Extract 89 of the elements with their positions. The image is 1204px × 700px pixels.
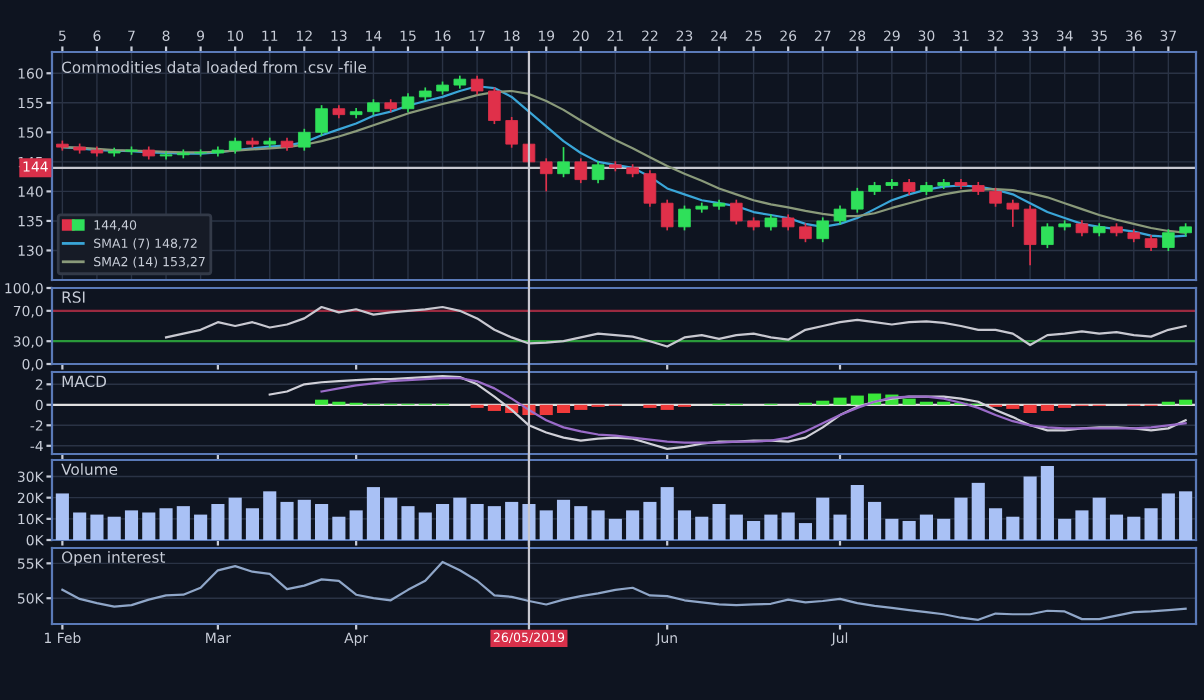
bar bbox=[211, 504, 225, 540]
bar bbox=[729, 514, 743, 540]
candlestick bbox=[470, 74, 484, 96]
bar bbox=[1127, 516, 1141, 540]
candlestick bbox=[989, 187, 1002, 208]
candlestick bbox=[833, 204, 847, 226]
candlestick bbox=[660, 198, 674, 232]
candlestick bbox=[1006, 198, 1020, 228]
candlestick bbox=[539, 157, 553, 193]
bar bbox=[107, 516, 121, 540]
candlestick bbox=[1041, 222, 1054, 249]
bar bbox=[453, 497, 467, 540]
bar bbox=[401, 506, 415, 540]
bar bbox=[902, 520, 916, 540]
bar bbox=[73, 512, 87, 540]
bar bbox=[626, 510, 640, 540]
bar bbox=[798, 523, 813, 540]
bar bbox=[263, 491, 277, 540]
candlestick bbox=[799, 222, 812, 244]
bar bbox=[1006, 516, 1020, 540]
bar bbox=[937, 518, 951, 540]
candlestick bbox=[851, 187, 864, 214]
bar bbox=[297, 499, 311, 540]
bar bbox=[176, 506, 190, 540]
candlestick bbox=[401, 92, 415, 114]
bar bbox=[764, 514, 778, 540]
bar bbox=[816, 497, 830, 540]
bar bbox=[418, 512, 432, 540]
bar bbox=[1075, 510, 1089, 540]
bar bbox=[470, 504, 484, 540]
bar bbox=[919, 514, 933, 540]
bar bbox=[1161, 493, 1175, 540]
candlestick bbox=[298, 127, 311, 152]
bar bbox=[384, 497, 398, 540]
bar bbox=[677, 510, 692, 540]
bar bbox=[643, 501, 657, 540]
candlestick bbox=[591, 160, 605, 184]
candlestick bbox=[315, 104, 328, 137]
bar bbox=[228, 497, 242, 540]
bar bbox=[55, 493, 69, 540]
bar bbox=[435, 504, 450, 540]
bar bbox=[366, 487, 380, 540]
bar bbox=[712, 504, 726, 540]
candlestick bbox=[643, 169, 657, 208]
candlestick bbox=[574, 157, 588, 184]
bar bbox=[988, 508, 1003, 540]
bar bbox=[280, 501, 294, 540]
bar bbox=[971, 482, 985, 540]
bar bbox=[332, 516, 346, 540]
bar bbox=[660, 487, 674, 540]
candlestick bbox=[1023, 204, 1037, 267]
candlestick bbox=[488, 86, 501, 125]
bar bbox=[591, 510, 605, 540]
bar bbox=[245, 508, 260, 540]
bar bbox=[1058, 518, 1072, 540]
bar bbox=[194, 514, 208, 540]
bar bbox=[885, 518, 899, 540]
bar bbox=[124, 510, 139, 540]
bar bbox=[781, 512, 795, 540]
bar bbox=[349, 510, 363, 540]
bar bbox=[1092, 497, 1106, 540]
bar bbox=[695, 516, 709, 540]
candlestick bbox=[557, 146, 570, 179]
candlestick bbox=[678, 204, 691, 232]
bar bbox=[1179, 491, 1193, 540]
bar bbox=[159, 508, 173, 540]
bar bbox=[868, 501, 882, 540]
candlestick bbox=[1162, 228, 1175, 252]
bar bbox=[747, 520, 761, 540]
bar bbox=[1144, 508, 1158, 540]
line-series bbox=[320, 377, 1187, 444]
bar bbox=[574, 506, 588, 540]
bar bbox=[90, 514, 104, 540]
bar bbox=[850, 484, 864, 540]
bar bbox=[833, 514, 847, 540]
bar bbox=[954, 497, 968, 540]
bar bbox=[556, 499, 571, 540]
bar bbox=[539, 510, 553, 540]
candlestick bbox=[816, 216, 830, 244]
bar bbox=[315, 504, 329, 540]
bar bbox=[608, 518, 622, 540]
bar bbox=[1109, 514, 1124, 540]
candlestick bbox=[505, 116, 518, 149]
bar bbox=[142, 512, 156, 540]
candlestick bbox=[730, 198, 743, 226]
bar bbox=[487, 506, 501, 540]
bar bbox=[505, 501, 519, 540]
bar bbox=[1023, 476, 1037, 540]
bar bbox=[1040, 465, 1054, 540]
